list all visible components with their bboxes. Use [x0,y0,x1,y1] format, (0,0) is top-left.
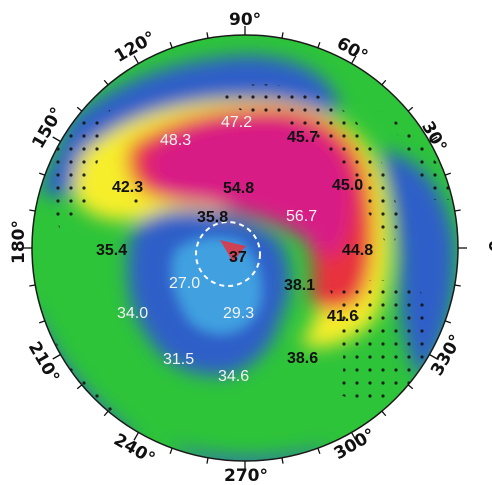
value-label: 31.5 [163,351,194,368]
degree-tick [317,41,321,49]
degree-tick [169,447,173,455]
value-label: 48.3 [160,132,191,149]
degree-tick [281,32,284,39]
value-label: 45.7 [287,129,318,146]
value-label: 41.6 [327,308,358,325]
angle-label-0: 0° [484,240,492,260]
angle-label-90: 90° [229,10,261,30]
degree-tick [381,410,387,417]
value-label: 54.8 [223,180,254,197]
degree-tick [52,353,61,360]
degree-tick [52,136,61,143]
value-label: 34.6 [218,368,249,385]
degree-tick [281,457,284,464]
degree-tick [76,384,83,390]
value-label: 38.6 [287,350,318,367]
value-label: 35.4 [96,242,127,259]
degree-tick [317,447,321,455]
pupil-outline [195,221,261,287]
degree-tick [429,353,438,360]
value-label: 27.0 [169,275,200,292]
dot-pattern [40,84,455,430]
angle-label-180: 180° [9,220,29,264]
degree-ticks [23,26,467,470]
degree-tick [381,79,387,86]
degree-tick [38,320,46,324]
degree-tick [350,432,357,441]
degree-tick [169,41,173,49]
value-label: 38.1 [284,277,315,294]
degree-tick [133,55,140,64]
degree-tick [206,457,209,464]
degree-tick [454,284,461,287]
value-label: 42.3 [112,179,143,196]
measurement-values: 48.3 47.2 45.7 42.3 54.8 45.0 35.8 56.7 … [96,114,373,385]
degree-tick [133,432,140,441]
degree-tick [103,79,109,86]
degree-tick [350,55,357,64]
value-label: 47.2 [221,114,252,131]
degree-tick [407,384,414,390]
degree-tick [444,320,452,324]
degree-tick [29,209,36,212]
degree-tick [29,284,36,287]
degree-tick [38,172,46,176]
degree-tick [444,172,452,176]
degree-tick [407,106,414,112]
value-label: 34.0 [117,305,148,322]
value-label: 29.3 [223,305,254,322]
degree-tick [103,410,109,417]
color-map [32,35,458,461]
degree-tick [454,209,461,212]
value-label: 37 [229,249,247,266]
degree-tick [76,106,83,112]
value-label: 44.8 [342,242,373,259]
degree-tick [206,32,209,39]
degree-tick [429,136,438,143]
value-label: 45.0 [332,177,363,194]
center-marker [220,240,246,262]
value-label: 56.7 [286,208,317,225]
angle-label-270: 270° [224,466,268,485]
value-label: 35.8 [197,209,228,226]
